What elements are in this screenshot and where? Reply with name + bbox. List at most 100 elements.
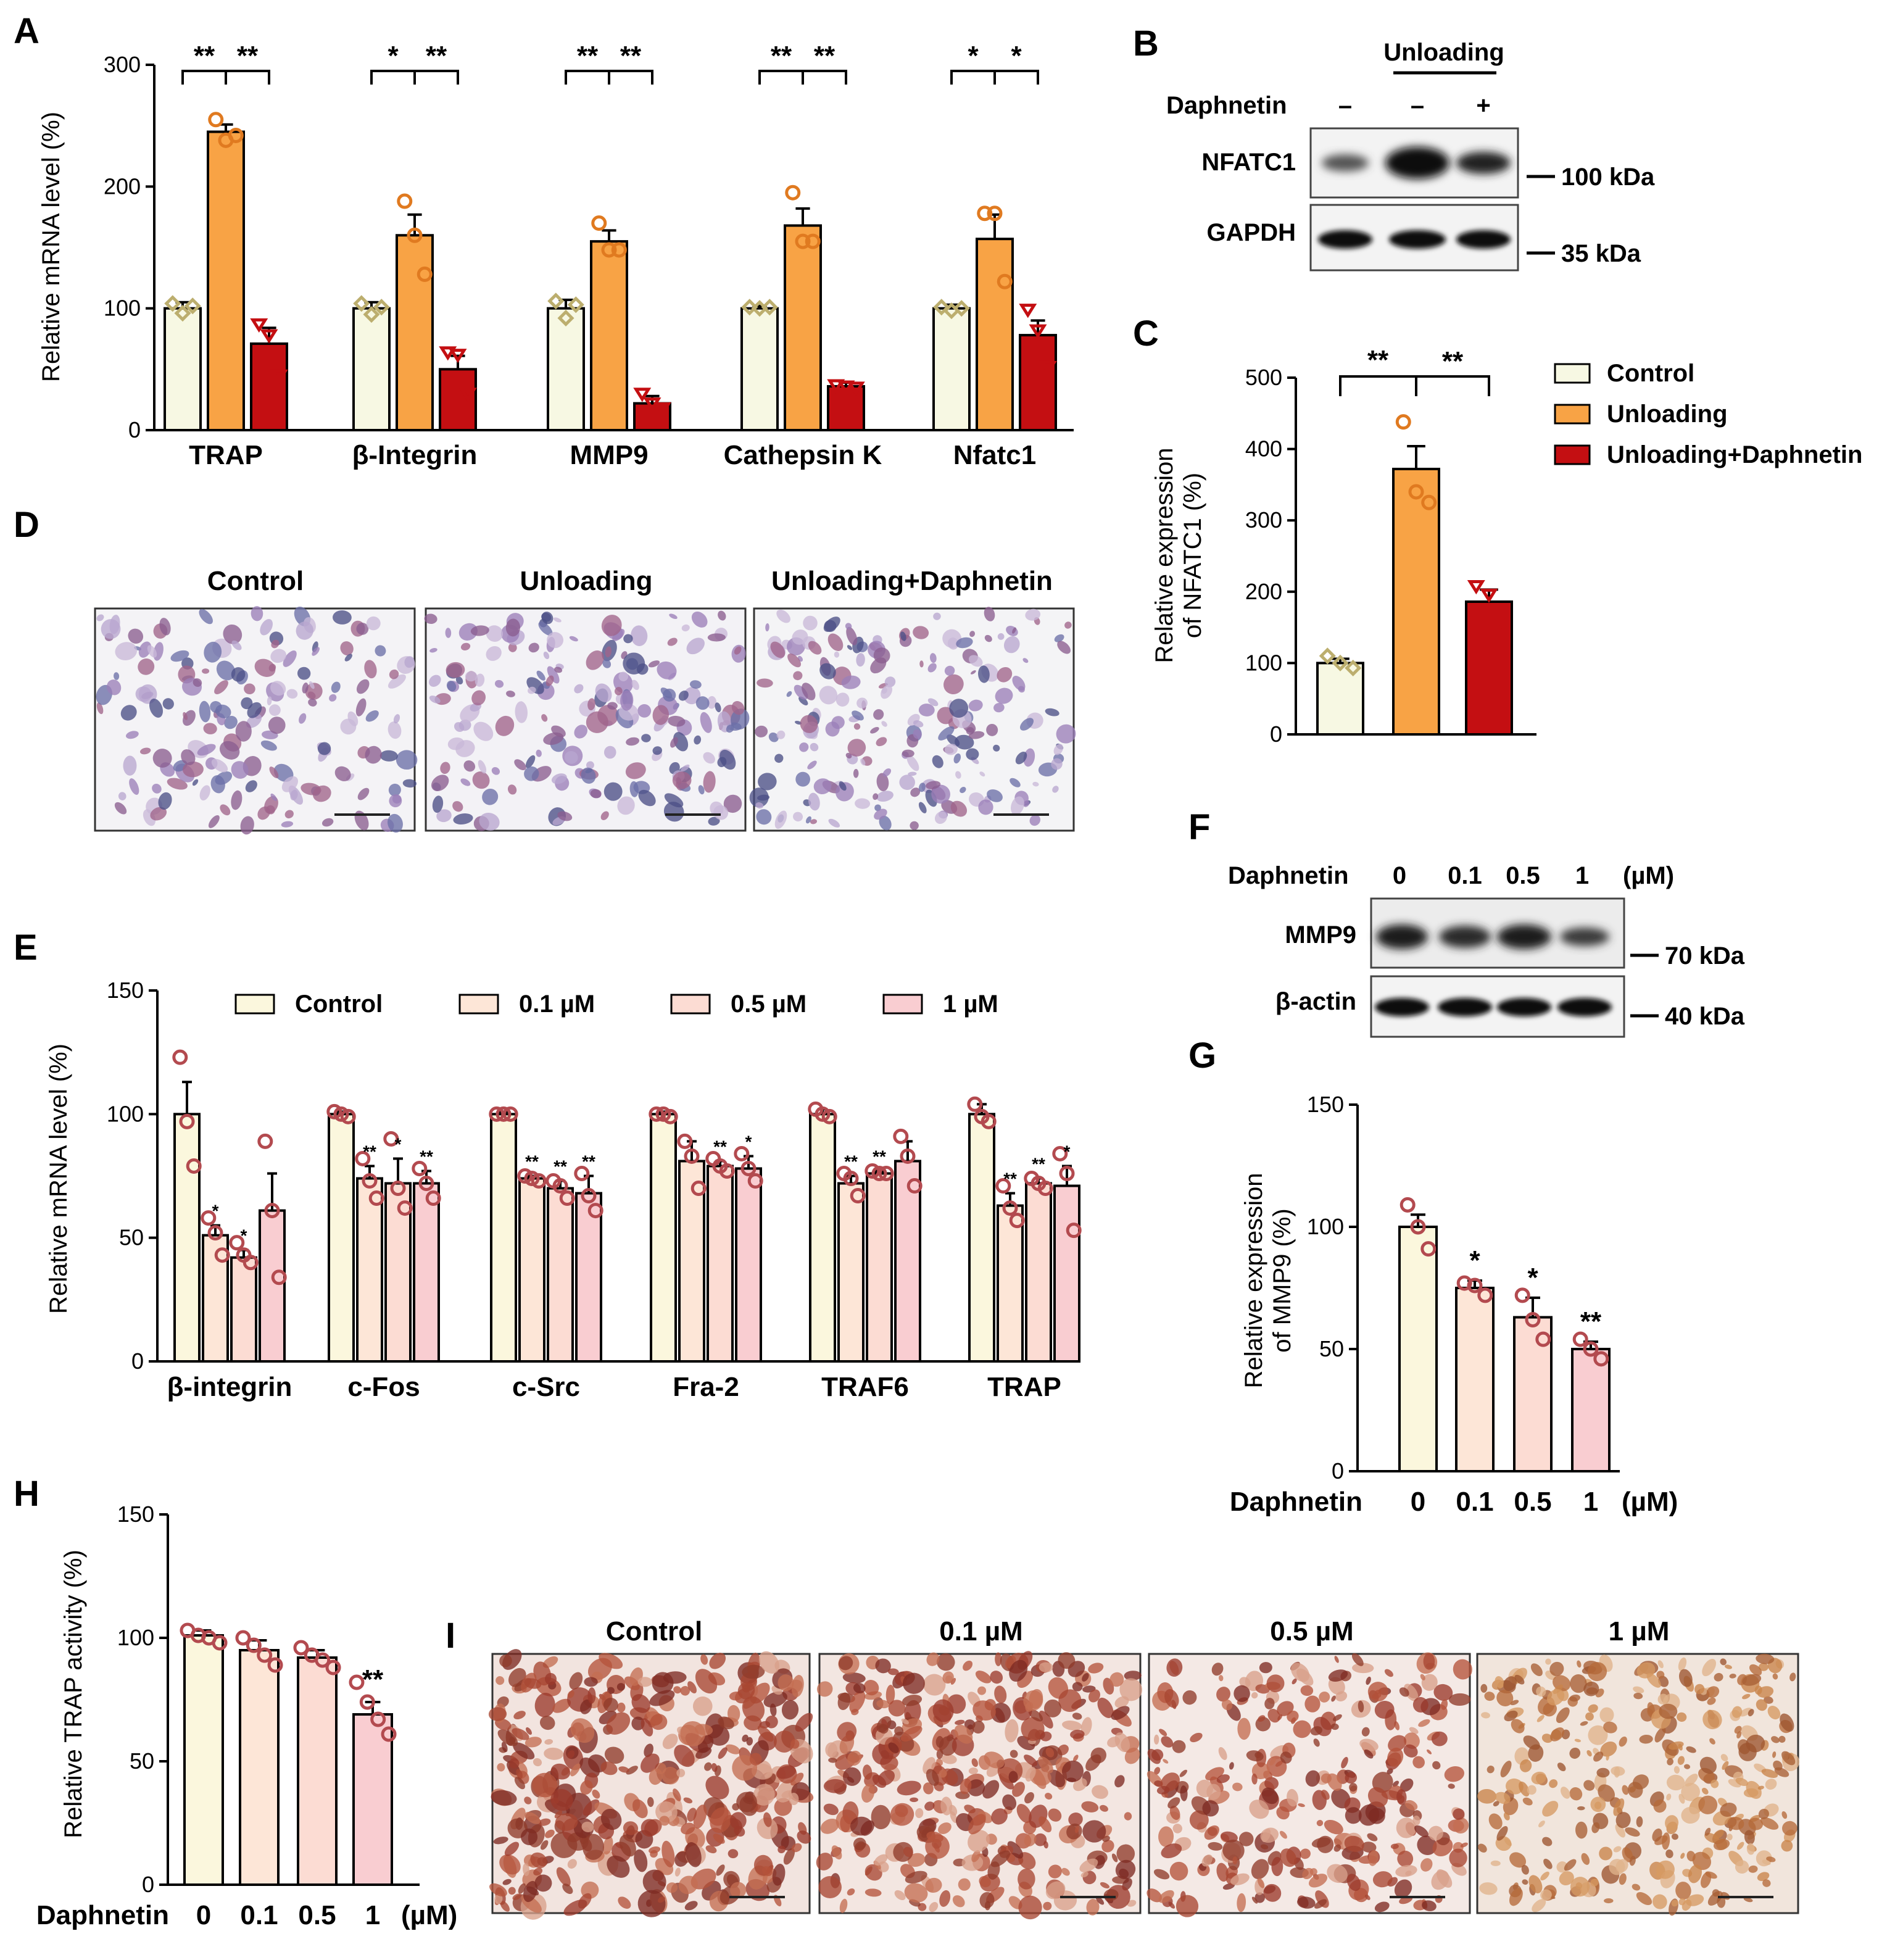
image-d-unloading-cell-52: [494, 679, 504, 688]
image-i-0-1-cell-34: [955, 1719, 965, 1725]
image-i-control-cell-352: [582, 1833, 604, 1860]
image-d-unloading-daphnetin-cell-156: [873, 793, 879, 800]
image-i-1-cell-41: [1636, 1816, 1643, 1827]
image-i-0-1-cell-257: [1111, 1853, 1118, 1862]
image-i-0-1-cell-271: [900, 1725, 923, 1742]
image-d-unloading-daphnetin-cell-121: [938, 726, 955, 741]
image-i-1-cell-79: [1574, 1738, 1582, 1743]
image-d-unloading-cell-172: [506, 691, 515, 697]
image-d-unloading-cell-180: [603, 782, 623, 801]
image-i-0-1-cell-312: [1095, 1896, 1105, 1905]
image-i-control-cell-309: [663, 1671, 687, 1684]
image-i-control-cell-272: [491, 1790, 517, 1806]
image-i-0-5-cell-23: [1420, 1858, 1433, 1872]
image-i-control-cell-224: [711, 1763, 718, 1772]
image-d-unloading-cell-134: [478, 760, 487, 774]
image-i-1-cell-269: [1527, 1785, 1536, 1795]
chart-g-bar-4-point-3: [1593, 1351, 1609, 1367]
image-i-1-cell-169: [1614, 1766, 1620, 1778]
image-i-1-cell-156: [1570, 1674, 1587, 1693]
chart-e-1-series-4-bar: [259, 1209, 286, 1363]
chart-g-ytick-label-150: 150: [1307, 1092, 1344, 1117]
chart-a-1-series-3-point-3: [270, 369, 288, 384]
image-i-control-cell-62: [533, 1758, 542, 1767]
image-i-1-cell-282: [1598, 1784, 1615, 1802]
chart-a-1-series-3-bar: [250, 342, 288, 431]
image-d-control-cell-53: [120, 705, 137, 721]
chart-e-5-series-3-point-2: [871, 1165, 887, 1181]
image-i-0-1-cell-143: [990, 1703, 1011, 1723]
image-i-0-1-cell-321: [926, 1652, 940, 1666]
image-d-unloading-cell-113: [652, 705, 670, 725]
image-i-control-cell-112: [662, 1734, 678, 1750]
image-d-control-cell-162: [344, 654, 352, 662]
image-i-0-1-cell-343: [1061, 1760, 1084, 1782]
image-d-unloading-cell-66: [429, 648, 437, 653]
image-i-0-1-cell-97: [1005, 1719, 1019, 1743]
image-i-0-5-cell-134: [1216, 1774, 1230, 1784]
image-i-1-cell-138: [1744, 1830, 1755, 1845]
image-i-0-5-cell-52: [1440, 1699, 1448, 1710]
image-d-unloading-cell-104: [431, 774, 449, 792]
image-d-control-cell-36: [197, 744, 216, 756]
chart-c-bar-1-point-3: [1345, 659, 1362, 677]
chart-a-1-sig-left: **: [194, 41, 215, 71]
chart-g-bar-1-point-3: [1420, 1241, 1437, 1257]
image-i-control-cell-374: [514, 1777, 525, 1790]
image-d-control-cell-44: [170, 650, 189, 662]
image-i-1-cell-249: [1707, 1891, 1723, 1906]
chart-g-bar-1-point-2: [1410, 1219, 1426, 1235]
image-i-control-cell-326: [705, 1845, 717, 1854]
image-i-0-1-cell-322: [924, 1801, 935, 1811]
blot-b-lane-sign-3: +: [1476, 92, 1490, 119]
image-i-0-5-cell-296: [1267, 1708, 1280, 1723]
image-i-0-5-cell-64: [1151, 1749, 1164, 1761]
chart-h-category-2: 0.1: [240, 1900, 278, 1930]
chart-e-4-series-4-bar: [735, 1167, 762, 1363]
image-i-0-1-cell-224: [1048, 1864, 1062, 1879]
image-i-1-cell-277: [1677, 1712, 1687, 1722]
image-i-0-1-cell-348: [888, 1742, 899, 1753]
image-i-0-5-cell-250: [1190, 1732, 1203, 1743]
chart-a-4-series-1-point-1: [741, 299, 758, 316]
image-i-0-5-cell-88: [1448, 1693, 1471, 1706]
chart-e-ytick-label-0: 0: [131, 1348, 144, 1374]
image-i-control-cell-313: [530, 1852, 547, 1869]
image-i-0-5-cell-117: [1204, 1825, 1219, 1840]
image-i-0-5-cell-263: [1367, 1787, 1388, 1808]
image-d-unloading-daphnetin-cell-52: [876, 773, 889, 792]
image-d-unloading-daphnetin-cell-199: [953, 753, 961, 764]
image-d-unloading-daphnetin-cell-79: [853, 769, 859, 778]
image-i-1-cell-172: [1762, 1859, 1771, 1866]
image-i-control-cell-52: [502, 1879, 512, 1885]
image-i-0-5-cell-268: [1321, 1790, 1330, 1800]
image-i-0-5-cell-44: [1218, 1675, 1224, 1682]
blot-b-marker-35kda: 35 kDa: [1561, 240, 1641, 267]
image-i-1-cell-107: [1633, 1692, 1643, 1700]
image-i-0-5-cell-299: [1316, 1820, 1324, 1827]
image-d-unloading-cell-69: [667, 637, 678, 646]
image-d-control-cell-161: [231, 640, 242, 650]
image-d-unloading-daphnetin-cell-84: [1003, 636, 1020, 654]
image-d-unloading-daphnetin-cell-141: [910, 787, 921, 797]
image-i-control-cell-121: [666, 1882, 678, 1893]
image-i-control-cell-117: [501, 1742, 508, 1753]
image-d-unloading-cell-34: [453, 813, 473, 824]
chart-a-4-series-1-bar: [740, 307, 779, 431]
image-i-0-1-cell-289: [925, 1877, 942, 1893]
image-i-title-1: 1 µM: [1609, 1616, 1670, 1646]
image-d-control-cell-17: [254, 658, 276, 677]
image-i-0-1-cell-203: [894, 1726, 903, 1736]
image-i-0-5-cell-205: [1260, 1827, 1279, 1843]
image-d-unloading-cell-169: [689, 680, 702, 689]
chart-e-3-series-4-point-1: [574, 1165, 590, 1181]
image-i-control-cell-87: [631, 1716, 645, 1730]
image-i-0-5-cell-216: [1334, 1656, 1339, 1663]
image-i-control-cell-310: [518, 1883, 526, 1894]
image-i-control-cell-218: [532, 1772, 558, 1798]
image-d-unloading-cell-60: [637, 704, 652, 718]
image-d-unloading-daphnetin-cell-71: [1023, 748, 1035, 767]
image-d-control-cell-100: [115, 642, 138, 660]
image-i-1-cell-292: [1583, 1681, 1599, 1696]
image-i-0-5-cell-241: [1169, 1805, 1180, 1821]
